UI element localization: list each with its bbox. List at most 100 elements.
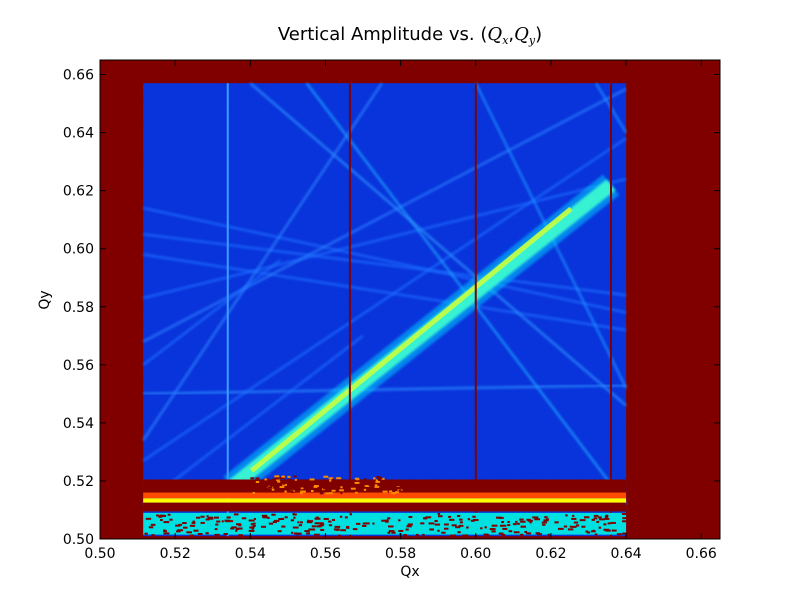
speckle-dot xyxy=(604,517,610,520)
speckle-dot xyxy=(281,525,286,528)
speckle-dot xyxy=(575,524,580,527)
speckle-dot xyxy=(251,527,254,530)
speckle-dot xyxy=(329,479,332,482)
speckle-dot xyxy=(387,517,391,520)
speckle-dot xyxy=(274,475,280,478)
speckle-dot xyxy=(444,523,449,526)
speckle-dot xyxy=(428,522,435,525)
speckle-dot xyxy=(235,528,240,531)
speckle-dot xyxy=(289,479,294,482)
speckle-dot xyxy=(591,518,595,521)
speckle-dot xyxy=(507,520,510,523)
speckle-dot xyxy=(260,485,263,488)
y-tick-label: 0.62 xyxy=(63,184,94,200)
speckle-dot xyxy=(520,525,526,528)
speckle-dot xyxy=(297,479,301,482)
chart-title: Vertical Amplitude vs. (Qx,Qy) xyxy=(278,24,542,47)
x-tick-label: 0.58 xyxy=(385,546,416,562)
speckle-dot xyxy=(298,524,303,527)
speckle-dot xyxy=(293,475,297,478)
speckle-dot xyxy=(387,525,394,528)
speckle-dot xyxy=(169,518,173,521)
speckle-dot xyxy=(449,518,455,521)
speckle-dot xyxy=(406,525,412,528)
speckle-dot xyxy=(457,514,461,517)
speckle-dot xyxy=(145,517,152,520)
speckle-dot xyxy=(300,490,305,493)
speckle-dot xyxy=(167,513,171,516)
speckle-dot xyxy=(501,521,504,524)
speckle-dot xyxy=(306,487,311,490)
x-tick-label: 0.50 xyxy=(84,546,115,562)
speckle-dot xyxy=(622,520,628,523)
speckle-dot xyxy=(459,518,463,521)
speckle-dot xyxy=(314,522,320,525)
speckle-dot xyxy=(338,534,341,537)
speckle-dot xyxy=(163,521,170,524)
speckle-dot xyxy=(200,515,205,518)
speckle-dot xyxy=(355,481,360,484)
speckle-dot xyxy=(362,522,367,525)
speckle-dot xyxy=(484,526,487,529)
speckle-dot xyxy=(299,492,303,495)
speckle-dot xyxy=(271,478,276,481)
speckle-dot xyxy=(176,530,181,533)
speckle-dot xyxy=(360,487,364,490)
speckle-dot xyxy=(547,533,550,536)
title-qx: Q xyxy=(487,24,502,45)
title-qy: Q xyxy=(514,24,529,45)
speckle-dot xyxy=(193,529,199,532)
speckle-dot xyxy=(292,526,299,529)
resonance-line xyxy=(142,88,627,343)
speckle-dot xyxy=(512,523,517,526)
speckle-dot xyxy=(501,533,506,536)
speckle-dot xyxy=(610,521,616,524)
speckle-dot xyxy=(508,530,513,533)
speckle-dot xyxy=(356,522,361,525)
speckle-dot xyxy=(337,479,341,482)
speckle-dot xyxy=(297,521,300,524)
speckle-dot xyxy=(319,492,324,495)
speckle-dot xyxy=(319,522,324,525)
speckle-dot xyxy=(266,478,269,481)
speckle-dot xyxy=(457,531,461,534)
speckle-dot xyxy=(255,477,260,480)
speckle-dot xyxy=(292,513,295,516)
speckle-dot xyxy=(438,515,443,518)
speckle-dot xyxy=(290,490,294,493)
speckle-dot xyxy=(272,521,277,524)
speckle-dot xyxy=(622,532,628,535)
speckle-dot xyxy=(331,489,336,492)
speckle-dot xyxy=(544,516,548,519)
speckle-dot xyxy=(275,488,280,491)
y-tick-label: 0.60 xyxy=(63,242,94,258)
speckle-dot xyxy=(387,531,391,534)
speckle-dot xyxy=(498,532,504,535)
speckle-dot xyxy=(197,532,203,535)
bottom-band xyxy=(143,502,627,512)
resonance-line xyxy=(142,206,627,314)
speckle-dot xyxy=(178,523,182,526)
speckle-dot xyxy=(323,517,329,520)
speckle-dot xyxy=(175,524,181,527)
speckle-dot xyxy=(241,517,247,520)
speckle-dot xyxy=(282,483,288,486)
speckle-dot xyxy=(422,533,425,536)
speckle-dot xyxy=(352,528,358,531)
speckle-dot xyxy=(372,522,375,525)
speckle-dot xyxy=(236,523,242,526)
speckle-dot xyxy=(206,515,209,518)
speckle-dot xyxy=(330,477,334,480)
speckle-dot xyxy=(233,513,239,516)
speckle-dot xyxy=(423,517,428,520)
speckle-dot xyxy=(226,516,231,519)
heatmap-noise-texture xyxy=(143,83,627,537)
speckle-dot xyxy=(264,485,268,488)
speckle-dot xyxy=(281,475,286,478)
speckle-dot xyxy=(350,487,356,490)
speckle-dot xyxy=(182,526,188,529)
speckle-dot xyxy=(274,477,280,480)
speckle-dot xyxy=(249,526,255,529)
speckle-dot xyxy=(264,478,268,481)
speckle-dot xyxy=(598,518,605,521)
